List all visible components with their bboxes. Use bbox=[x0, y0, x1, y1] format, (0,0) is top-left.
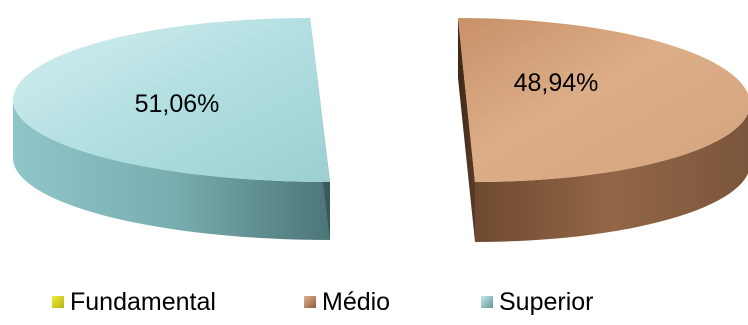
data-label-superior: 51,06% bbox=[135, 90, 220, 118]
slice-medio bbox=[458, 18, 748, 242]
legend-item-superior: Superior bbox=[481, 282, 594, 322]
slice-medio-side bbox=[475, 113, 748, 242]
slice-medio-cut-face bbox=[458, 18, 475, 242]
data-label-medio: 48,94% bbox=[514, 69, 599, 97]
slice-superior bbox=[13, 18, 330, 240]
slice-superior-top bbox=[13, 18, 330, 182]
legend-swatch-medio bbox=[304, 296, 316, 308]
legend-label-superior: Superior bbox=[499, 288, 594, 316]
legend-swatch-superior bbox=[481, 296, 493, 308]
legend-swatch-fundamental bbox=[52, 296, 64, 308]
legend-item-medio: Médio bbox=[304, 282, 390, 322]
legend-label-fundamental: Fundamental bbox=[70, 288, 216, 316]
slice-superior-side bbox=[13, 100, 330, 240]
legend-item-fundamental: Fundamental bbox=[52, 282, 216, 322]
slice-medio-top bbox=[458, 18, 748, 182]
pie-chart: 51,06% 48,94% bbox=[13, 18, 748, 242]
legend: Fundamental Médio Superior bbox=[0, 282, 748, 322]
legend-label-medio: Médio bbox=[322, 288, 391, 316]
